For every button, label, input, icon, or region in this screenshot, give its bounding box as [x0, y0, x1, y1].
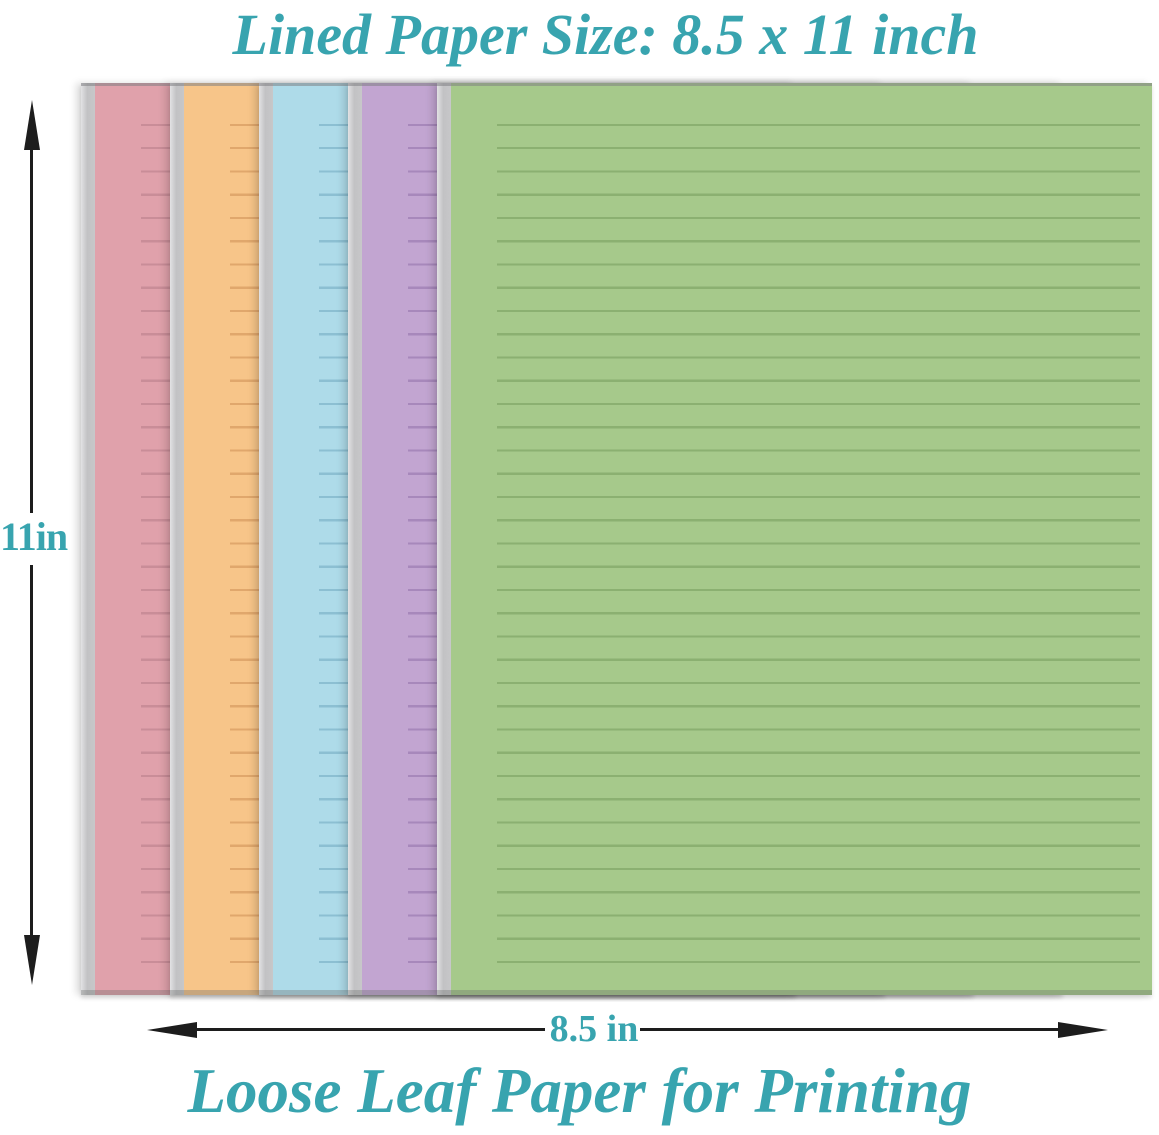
- paper-sheet-green: [437, 83, 1152, 995]
- sheet-top-edge: [437, 83, 1152, 86]
- ruled-lines: [497, 124, 1140, 981]
- caption-text: Loose Leaf Paper for Printing: [187, 1056, 972, 1126]
- width-dimension-label: 8.5 in: [549, 1008, 639, 1050]
- width-arrow-line-left: [195, 1028, 545, 1031]
- sheet-binding-edge: [259, 83, 273, 995]
- sheet-binding-edge: [81, 83, 95, 995]
- width-arrow-line-right: [640, 1028, 1060, 1031]
- page-title: Lined Paper Size: 8.5 x 11 inch: [232, 2, 979, 67]
- sheet-binding-edge: [348, 83, 362, 995]
- arrow-left-icon: [147, 1022, 197, 1038]
- height-arrow-line-bottom: [30, 565, 33, 937]
- sheet-binding-edge: [170, 83, 184, 995]
- sheet-bottom-edge: [437, 990, 1152, 995]
- height-dimension-label: 11in: [0, 514, 68, 559]
- sheet-binding-edge: [437, 83, 451, 995]
- arrow-up-icon: [24, 100, 40, 150]
- arrow-down-icon: [24, 935, 40, 985]
- arrow-right-icon: [1058, 1022, 1108, 1038]
- height-arrow-line-top: [30, 146, 33, 513]
